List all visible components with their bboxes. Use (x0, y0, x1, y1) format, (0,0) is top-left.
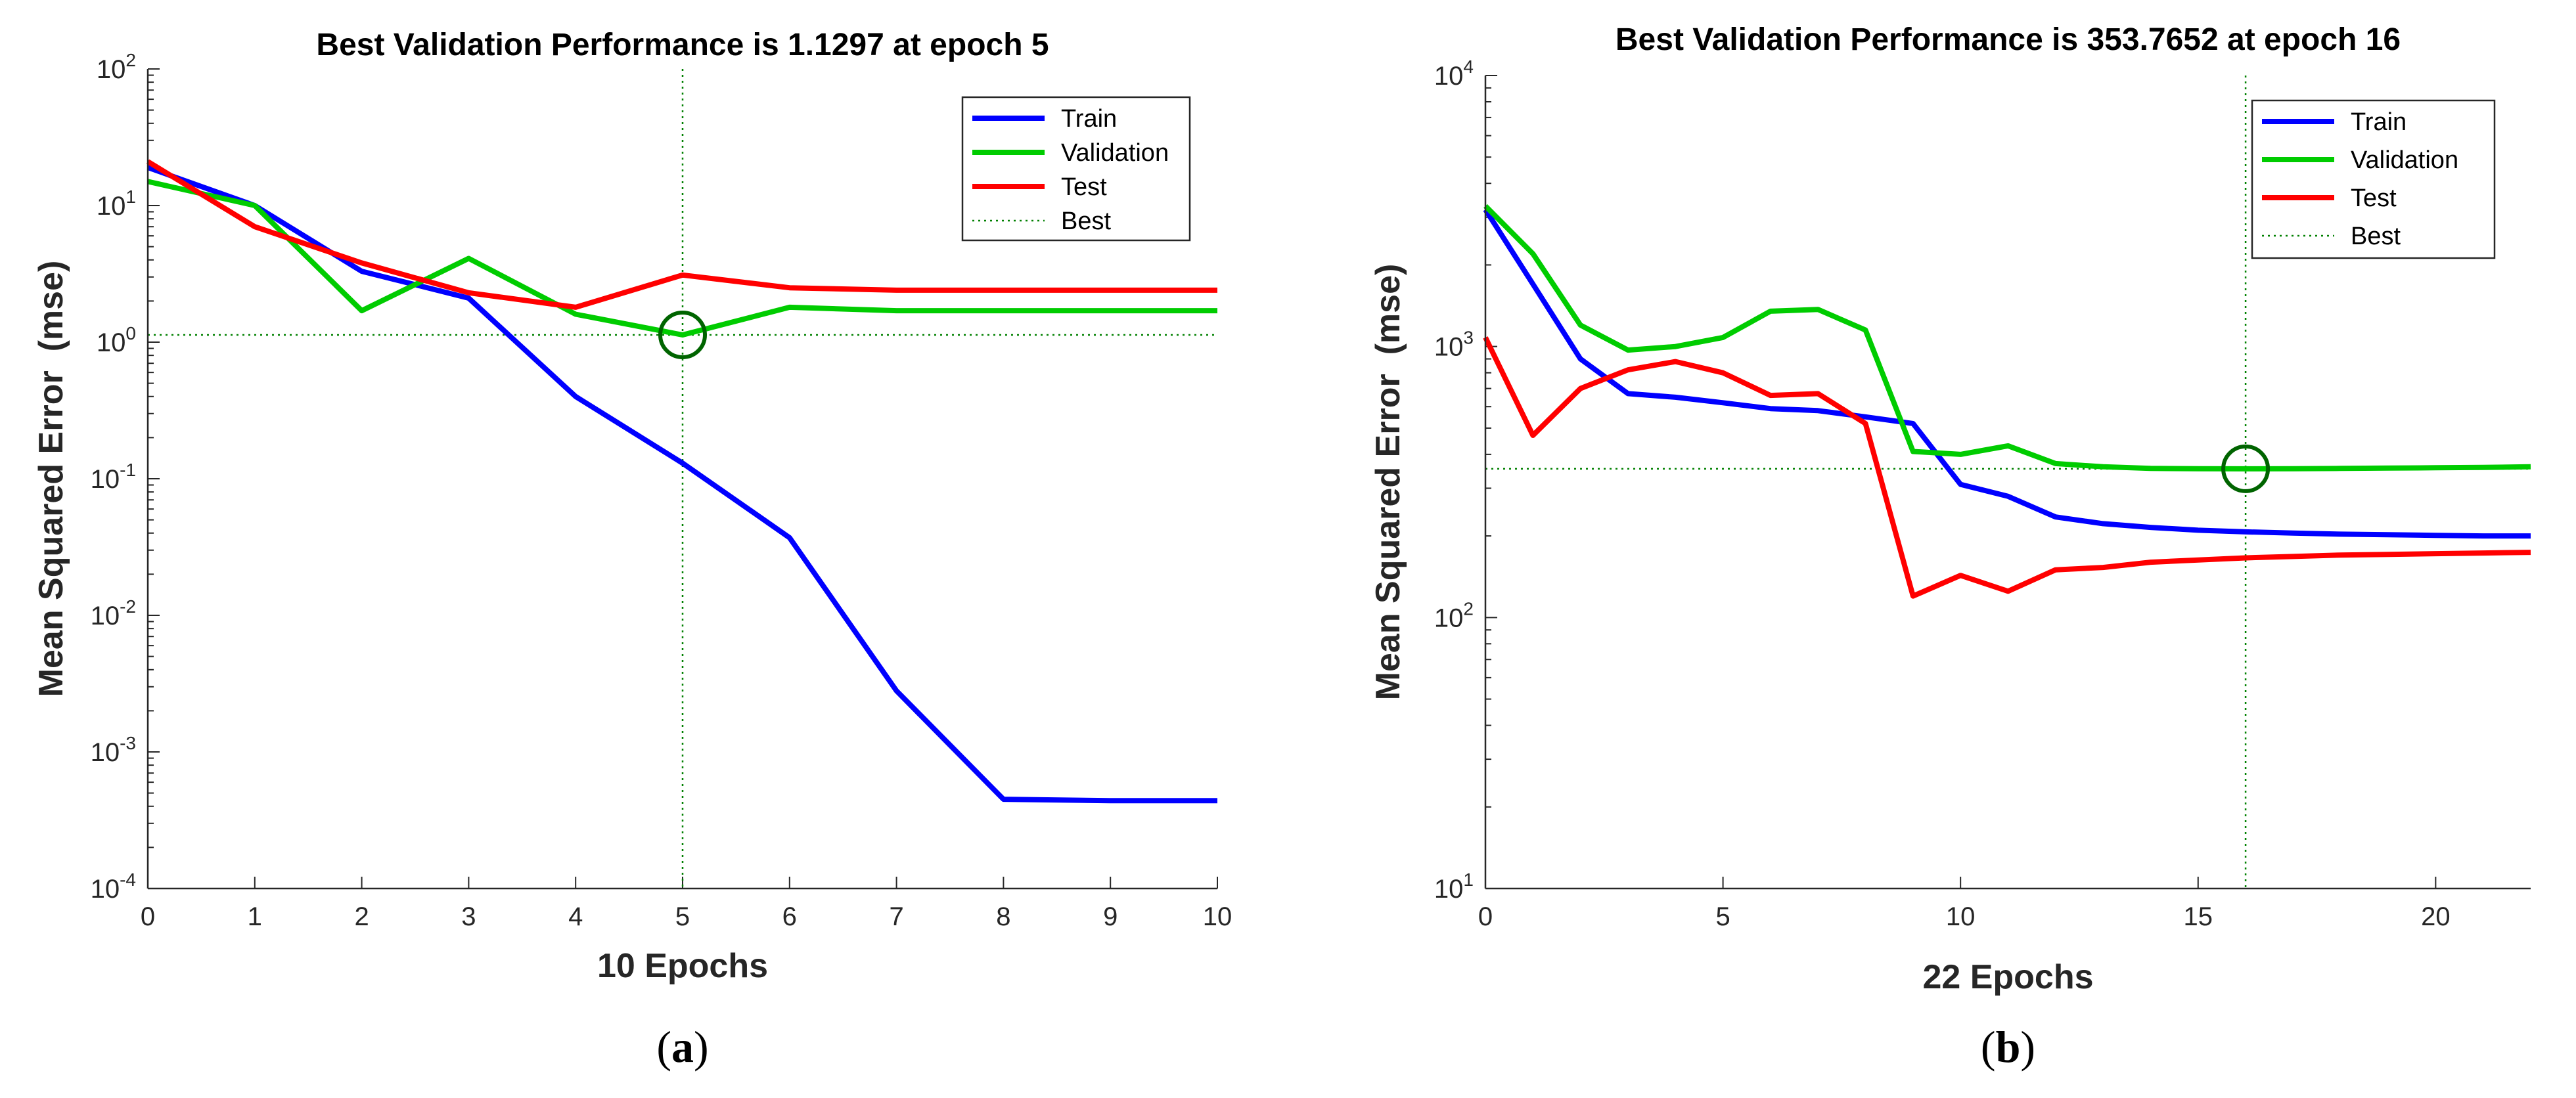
chart-panel-a: 10-4 10-3 10-2 10-1 100 101 102 0 1 2 3 4 5 6 7 8 9 10 Bes… (32, 28, 1232, 1072)
x-tick-label: 20 (2421, 902, 2451, 931)
y-tick-label: 104 (1434, 56, 1474, 91)
legend-label-validation: Validation (1061, 139, 1169, 167)
x-tick-label: 5 (1715, 902, 1730, 931)
series-line-train (1483, 208, 2531, 539)
y-tick-label: 10-2 (91, 596, 136, 630)
legend-box (961, 96, 1191, 242)
legend-label-best: Best (1061, 208, 1111, 235)
x-tick-label: 1 (248, 902, 262, 931)
chart-title: Best Validation Performance is 353.7652 … (1616, 22, 2401, 57)
x-tick-label: 0 (141, 902, 155, 931)
chart-panel-b: 101 102 103 104 0 5 10 15 20 Best Validation Perf… (1369, 22, 2531, 1072)
legend-label-train: Train (1061, 105, 1117, 133)
x-tick-label: 7 (889, 902, 903, 931)
legend-label-validation: Validation (2351, 146, 2458, 174)
y-tick-label: 102 (97, 50, 136, 84)
y-tick-label: 10-4 (91, 869, 136, 904)
x-tick-label: 9 (1103, 902, 1118, 931)
legend-label-best: Best (2351, 223, 2401, 250)
legend: Train Validation Test Best (2251, 99, 2496, 259)
series-line-test (1483, 336, 2531, 599)
y-tick-label: 101 (97, 187, 136, 221)
x-tick-label: 10 (1203, 902, 1232, 931)
y-tick-label: 10-3 (91, 733, 136, 767)
legend: Train Validation Test Best (961, 96, 1191, 242)
x-axis-label: 22 Epochs (1922, 958, 2093, 996)
y-tick-label: 100 (97, 323, 136, 357)
x-axis-label: 10 Epochs (597, 947, 768, 985)
chart-title: Best Validation Performance is 1.1297 at… (316, 28, 1049, 62)
x-tick-label: 3 (461, 902, 476, 931)
x-tick-label: 10 (1946, 902, 1976, 931)
best-marker (658, 310, 707, 359)
y-axis-label: Mean Squared Error (mse) (1369, 264, 1407, 701)
legend-label-train: Train (2351, 108, 2407, 136)
x-tick-label: 15 (2184, 902, 2213, 931)
y-tick-label: 103 (1434, 328, 1474, 362)
panel-label: (a) (656, 1022, 708, 1072)
legend-label-test: Test (2351, 185, 2397, 212)
x-tick-label: 8 (996, 902, 1010, 931)
x-tick-label: 6 (782, 902, 797, 931)
y-tick-label: 101 (1434, 869, 1474, 904)
y-tick-label: 10-1 (91, 460, 136, 494)
panel-label: (b) (1981, 1022, 2035, 1072)
y-tick-label: 102 (1434, 598, 1474, 632)
x-tick-label: 2 (354, 902, 369, 931)
best-marker (2221, 444, 2271, 493)
legend-box (2251, 99, 2496, 259)
x-tick-label: 5 (675, 902, 690, 931)
x-tick-label: 4 (568, 902, 583, 931)
x-tick-label: 0 (1478, 902, 1493, 931)
series-line-validation (1483, 204, 2531, 472)
series-line-validation (147, 179, 1217, 338)
legend-label-test: Test (1061, 173, 1107, 201)
y-axis-label: Mean Squared Error (mse) (32, 261, 70, 697)
series-line-test (146, 159, 1217, 310)
